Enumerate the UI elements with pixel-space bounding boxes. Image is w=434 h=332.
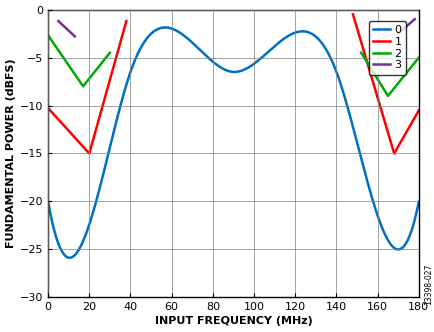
0 [162, 26, 168, 30]
1 [81, 146, 86, 150]
0 [64, 255, 69, 259]
0 [226, 69, 231, 73]
3 [72, 34, 77, 38]
Line: 1: 1 [48, 21, 126, 153]
1 [121, 27, 126, 31]
1 [107, 78, 112, 82]
3 [72, 35, 77, 39]
Line: 2: 2 [48, 35, 110, 86]
Y-axis label: FUNDAMENTAL POWER (dBFS): FUNDAMENTAL POWER (dBFS) [6, 59, 16, 248]
Legend: 0, 1, 2, 3: 0, 1, 2, 3 [368, 21, 405, 75]
Text: 13398-027: 13398-027 [423, 264, 432, 305]
3 [69, 31, 74, 35]
1 [49, 111, 55, 115]
1 [46, 106, 51, 110]
0 [415, 200, 421, 204]
0 [67, 256, 72, 260]
0 [405, 237, 410, 241]
1 [123, 19, 128, 23]
2 [105, 53, 110, 57]
1 [86, 151, 92, 155]
1 [121, 27, 126, 31]
2 [94, 67, 99, 71]
0 [337, 81, 342, 85]
0 [46, 200, 51, 204]
0 [216, 64, 221, 68]
3 [56, 19, 61, 23]
Line: 0: 0 [48, 28, 418, 258]
3 [64, 27, 69, 31]
2 [74, 75, 79, 79]
3 [63, 26, 69, 30]
2 [49, 38, 54, 42]
3 [72, 34, 77, 38]
0 [405, 236, 410, 240]
2 [80, 84, 85, 88]
2 [105, 53, 111, 57]
Line: 3: 3 [58, 21, 75, 37]
2 [46, 33, 51, 37]
2 [76, 77, 81, 81]
3 [56, 20, 62, 24]
2 [107, 51, 112, 55]
X-axis label: INPUT FREQUENCY (MHz): INPUT FREQUENCY (MHz) [154, 316, 312, 326]
1 [83, 148, 89, 152]
